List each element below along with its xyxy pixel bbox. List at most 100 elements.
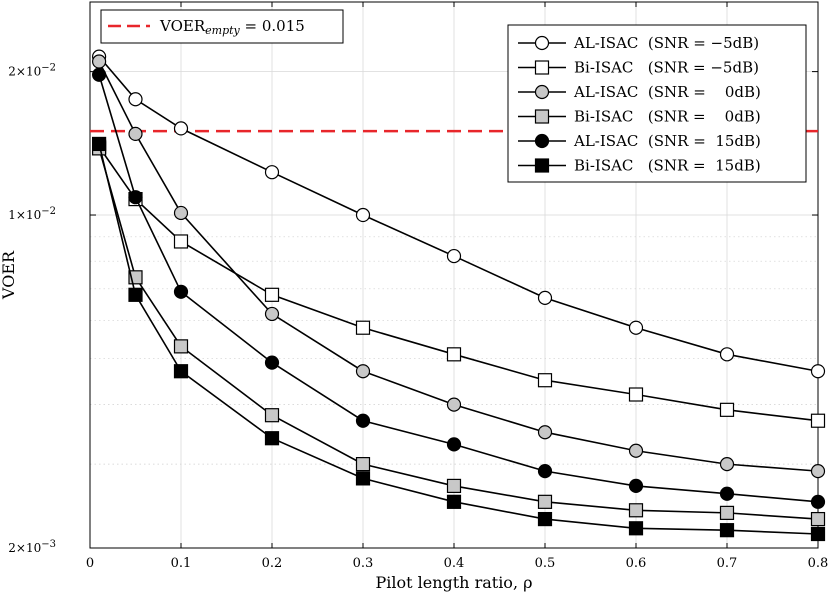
data-point bbox=[173, 205, 189, 221]
legend-marker bbox=[534, 35, 550, 51]
data-point bbox=[128, 190, 143, 205]
data-point bbox=[446, 437, 462, 452]
legend-label: AL-ISAC (SNR = 15dB) bbox=[573, 132, 761, 150]
x-tick-label: 0.3 bbox=[353, 556, 374, 571]
series-line bbox=[98, 61, 819, 472]
data-point bbox=[628, 521, 644, 536]
data-point bbox=[719, 523, 735, 538]
x-tick-label: 0.1 bbox=[171, 556, 192, 571]
x-tick-label: 0.7 bbox=[717, 556, 738, 571]
legend-marker bbox=[534, 60, 550, 75]
data-point bbox=[91, 67, 107, 82]
data-point bbox=[173, 121, 189, 136]
y-tick-label: 1×10−2 bbox=[8, 206, 56, 222]
series-5 bbox=[91, 67, 826, 509]
data-point bbox=[446, 478, 462, 494]
data-point bbox=[537, 373, 553, 388]
y-tick-label: 2×10−3 bbox=[8, 539, 56, 555]
data-point bbox=[355, 413, 371, 428]
series-line bbox=[98, 143, 819, 535]
legend-marker bbox=[534, 84, 550, 100]
data-point bbox=[719, 505, 735, 520]
series-legend: AL-ISAC (SNR = −5dB) Bi-ISAC (SNR = −5dB)… bbox=[507, 24, 807, 183]
data-point bbox=[355, 320, 371, 335]
reference-label-tail: = 0.015 bbox=[240, 17, 305, 35]
reference-legend-label: VOERempty = 0.015 bbox=[159, 17, 305, 37]
x-tick-label: 0.4 bbox=[444, 556, 465, 571]
data-point bbox=[91, 136, 107, 152]
data-point bbox=[173, 339, 189, 354]
data-point bbox=[128, 92, 143, 107]
data-point bbox=[628, 443, 644, 458]
data-point bbox=[719, 347, 735, 362]
series-line bbox=[98, 56, 819, 373]
reference-label-main: VOER bbox=[159, 17, 206, 35]
y-tick-label: 2×10−2 bbox=[8, 63, 56, 79]
data-point bbox=[173, 234, 189, 249]
data-point bbox=[719, 457, 735, 472]
series-line bbox=[98, 74, 819, 503]
x-tick-label: 0.8 bbox=[808, 556, 829, 571]
data-point bbox=[446, 397, 462, 412]
x-axis-ticks: 0 0.1 0.2 0.3 0.4 0.5 0.6 0.7 0.8 bbox=[86, 2, 828, 571]
data-point bbox=[537, 425, 553, 440]
data-point bbox=[628, 503, 644, 518]
data-point bbox=[810, 494, 826, 509]
x-tick-label: 0 bbox=[86, 556, 94, 571]
data-point bbox=[719, 402, 735, 417]
legend-label: Bi-ISAC (SNR = 15dB) bbox=[574, 157, 761, 175]
series-2 bbox=[91, 139, 826, 428]
data-point bbox=[446, 347, 462, 362]
legend-marker bbox=[534, 158, 550, 173]
data-point bbox=[128, 287, 143, 302]
series-4 bbox=[91, 141, 826, 527]
data-point bbox=[537, 464, 553, 479]
legend-marker bbox=[534, 109, 550, 124]
data-point bbox=[264, 355, 280, 370]
x-tick-label: 0.5 bbox=[535, 556, 556, 571]
series-group bbox=[91, 49, 826, 542]
y-axis-label: VOER bbox=[0, 250, 18, 300]
data-point bbox=[355, 471, 371, 486]
data-point bbox=[537, 290, 553, 305]
series-line bbox=[98, 146, 819, 422]
x-axis-label: Pilot length ratio, ρ bbox=[375, 573, 532, 592]
data-point bbox=[355, 364, 371, 379]
data-point bbox=[628, 387, 644, 402]
data-point bbox=[810, 511, 826, 527]
legend-marker bbox=[534, 133, 550, 149]
data-point bbox=[719, 486, 735, 501]
y-tick-exponent: −3 bbox=[41, 539, 56, 550]
x-tick-label: 0.6 bbox=[626, 556, 647, 571]
legend-label: Bi-ISAC (SNR = 0dB) bbox=[574, 108, 761, 126]
series-6 bbox=[91, 136, 826, 542]
data-point bbox=[628, 478, 644, 494]
y-tick-exponent: −2 bbox=[41, 63, 56, 74]
data-point bbox=[810, 526, 826, 542]
data-point bbox=[264, 165, 280, 180]
data-point bbox=[173, 364, 189, 379]
y-axis-ticks: 2×10−31×10−22×10−2 bbox=[8, 63, 818, 555]
legend-label: Bi-ISAC (SNR = −5dB) bbox=[574, 59, 759, 77]
legend-label: AL-ISAC (SNR = −5dB) bbox=[573, 34, 759, 52]
data-point bbox=[264, 408, 280, 423]
reference-legend: VOERempty = 0.015 bbox=[100, 9, 344, 44]
x-tick-label: 0.2 bbox=[262, 556, 283, 571]
y-tick-exponent: −2 bbox=[41, 206, 56, 217]
data-point bbox=[537, 511, 553, 527]
data-point bbox=[173, 284, 189, 299]
data-point bbox=[446, 494, 462, 509]
data-point bbox=[628, 320, 644, 335]
data-point bbox=[537, 494, 553, 509]
data-point bbox=[810, 413, 826, 428]
data-point bbox=[264, 431, 280, 446]
data-point bbox=[128, 126, 143, 142]
data-point bbox=[355, 207, 371, 223]
data-point bbox=[810, 464, 826, 479]
y-tick-base: 2×10 bbox=[8, 65, 41, 79]
data-point bbox=[91, 54, 107, 69]
data-point bbox=[446, 248, 462, 264]
data-point bbox=[264, 306, 280, 322]
series-line bbox=[98, 148, 819, 520]
